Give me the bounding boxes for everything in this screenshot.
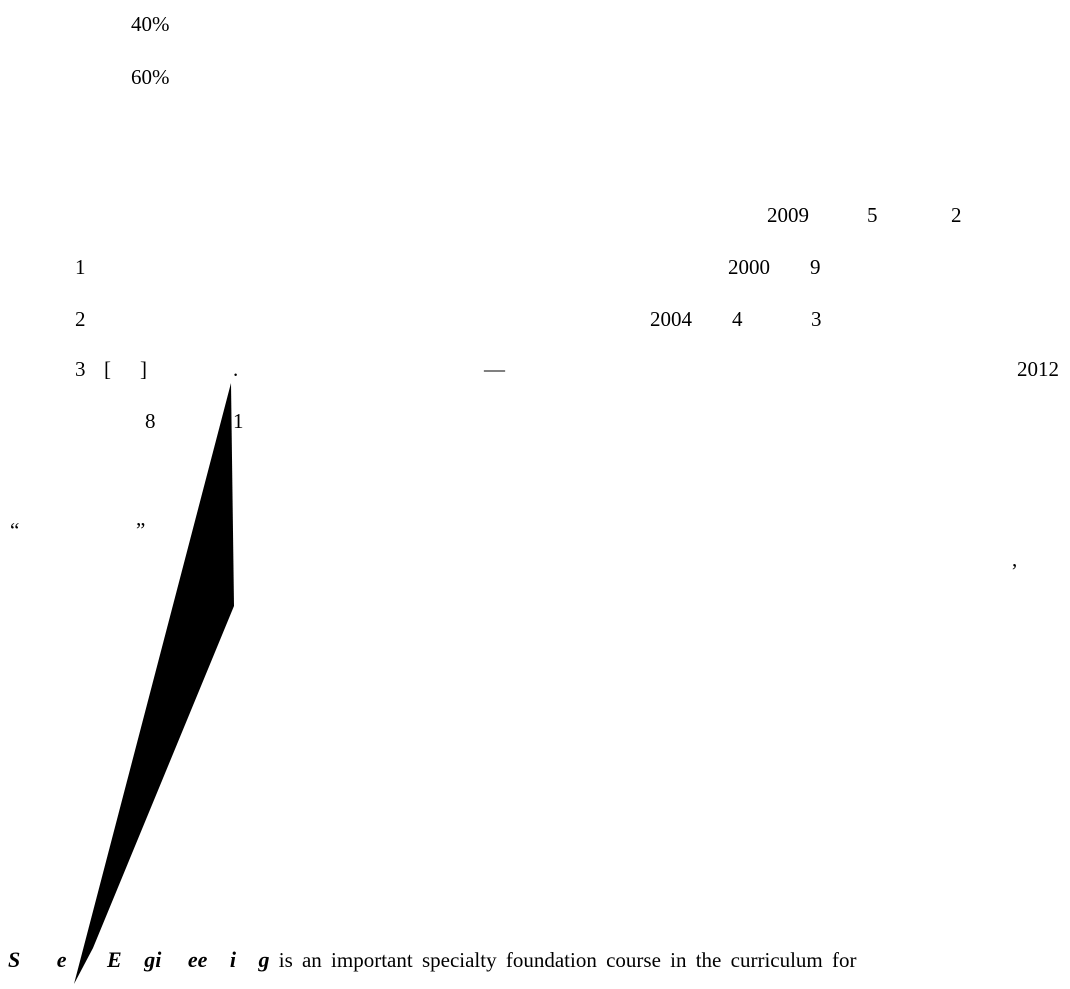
reference-2-value-1: 4 bbox=[732, 307, 743, 331]
abstract-title-part-4: gi bbox=[144, 947, 162, 972]
percent-60: 60% bbox=[131, 65, 170, 89]
reference-3-bracket-open: [ bbox=[104, 357, 111, 381]
quote-comma: , bbox=[1012, 547, 1018, 571]
reference-3-cont-b: 1 bbox=[233, 409, 244, 433]
reference-3-dash: — bbox=[484, 357, 505, 381]
quote-open: “ bbox=[10, 518, 20, 542]
header-value-1: 5 bbox=[867, 203, 878, 227]
reference-2-year: 2004 bbox=[650, 307, 692, 331]
reference-3-cont-a: 8 bbox=[145, 409, 156, 433]
quote-close: ” bbox=[136, 518, 146, 542]
abstract-title-part-6: i bbox=[229, 947, 236, 972]
reference-1-index: 1 bbox=[75, 255, 86, 279]
abstract-title-part-5: ee bbox=[187, 947, 208, 972]
reference-2-index: 2 bbox=[75, 307, 86, 331]
abstract-body-text: is an important specialty foundation cou… bbox=[278, 948, 857, 972]
reference-2-value-2: 3 bbox=[811, 307, 822, 331]
reference-1-value: 9 bbox=[810, 255, 821, 279]
abstract-title-part-1: S bbox=[8, 947, 21, 972]
reference-3-dot: . bbox=[233, 357, 239, 381]
abstract-title-part-3: E bbox=[107, 947, 122, 972]
reference-3-index: 3 bbox=[75, 357, 86, 381]
header-year: 2009 bbox=[767, 203, 809, 227]
header-value-2: 2 bbox=[951, 203, 962, 227]
abstract-title-part-7: g bbox=[258, 947, 270, 972]
percent-40: 40% bbox=[131, 12, 170, 36]
abstract-line: S e E gi ee i g is an important specialt… bbox=[8, 947, 857, 973]
abstract-title-part-2: e bbox=[56, 947, 67, 972]
reference-3-bracket-close: ] bbox=[140, 357, 147, 381]
reference-3-year: 2012 bbox=[1017, 357, 1059, 381]
reference-1-year: 2000 bbox=[728, 255, 770, 279]
